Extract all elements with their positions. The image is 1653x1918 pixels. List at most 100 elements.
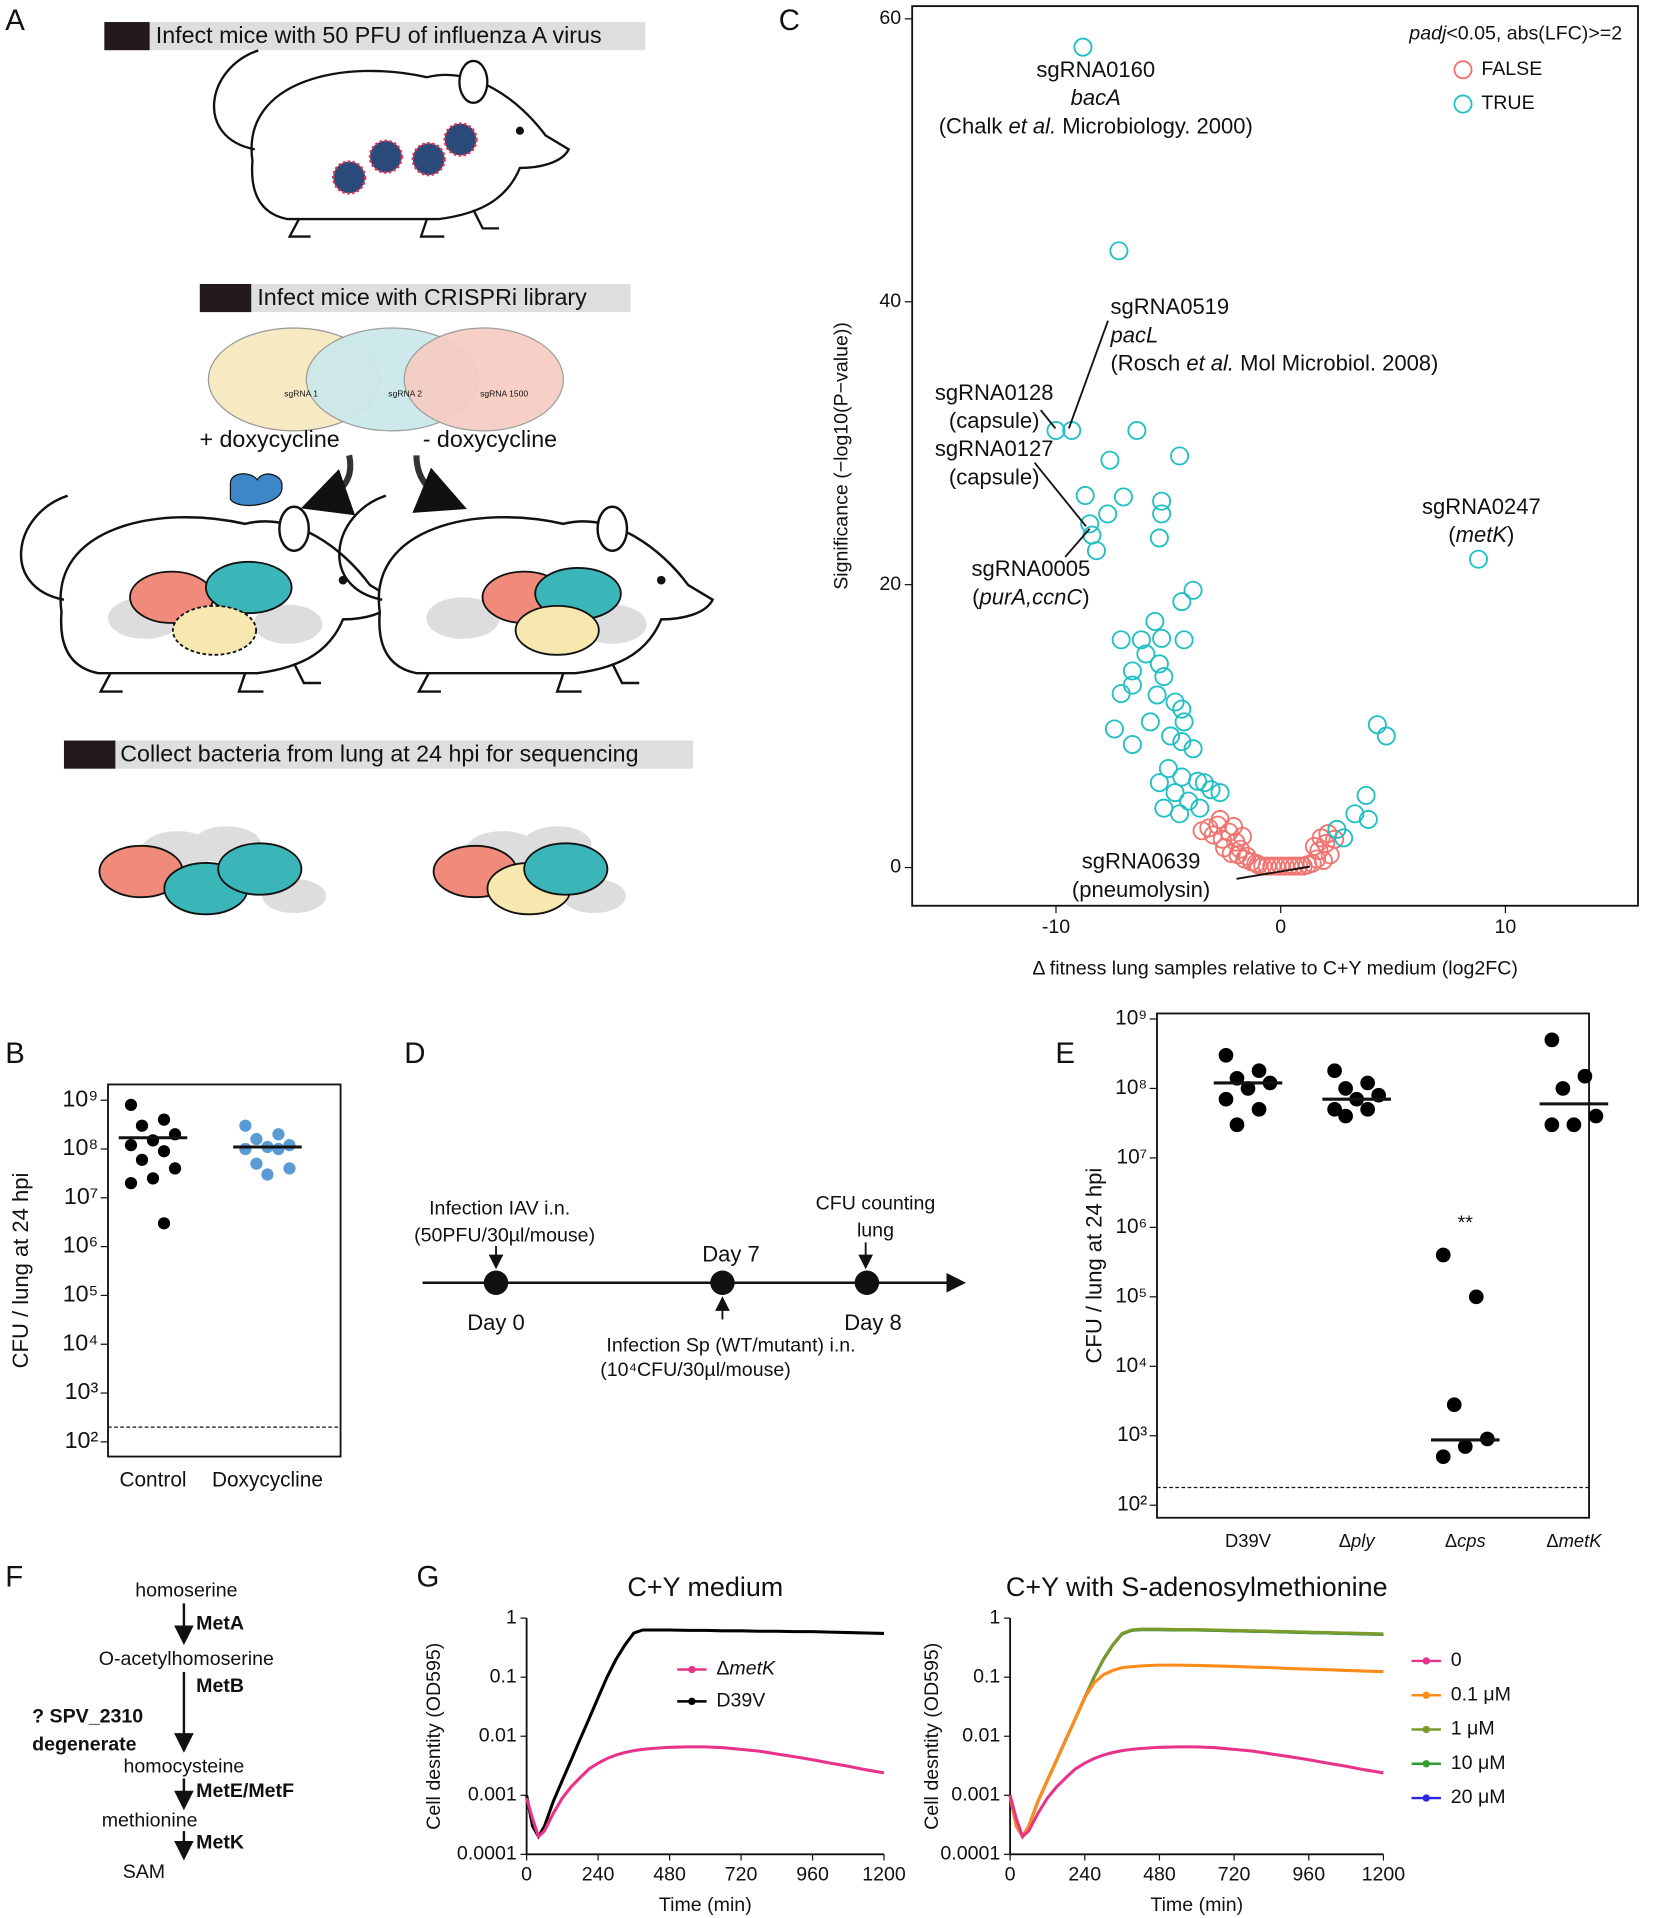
leader-line	[1033, 462, 1087, 527]
y-tick-label: 10⁴	[1115, 1354, 1147, 1377]
text-part: )	[1507, 522, 1514, 547]
text-part: (Chalk	[939, 113, 1009, 138]
point	[1233, 826, 1252, 846]
point	[250, 1132, 263, 1146]
x-tick-label: 0	[1005, 1863, 1016, 1885]
x-tick-label: ΔmetK	[1546, 1530, 1602, 1551]
point	[1435, 1247, 1451, 1263]
point	[168, 1162, 182, 1175]
text-part: Δ	[1339, 1530, 1351, 1551]
step-text: Infect mice with CRISPRi library	[257, 284, 587, 310]
legend-marker	[1422, 1657, 1430, 1665]
point	[1111, 630, 1131, 650]
point	[1104, 719, 1124, 739]
plot-frame	[911, 5, 1639, 907]
y-tick-label: 0.1	[490, 1665, 517, 1687]
point	[1188, 771, 1208, 791]
enzyme: MetE/MetF	[196, 1780, 294, 1802]
event: Infection Sp (WT/mutant) i.n.	[606, 1335, 855, 1357]
point	[1224, 817, 1244, 837]
point	[1170, 804, 1190, 824]
point	[283, 1139, 296, 1152]
point	[1468, 549, 1488, 569]
point	[1325, 829, 1345, 849]
y-tick-label: 0.001	[468, 1783, 517, 1805]
point	[1140, 712, 1160, 732]
point	[1219, 822, 1239, 842]
point	[1356, 785, 1376, 805]
point	[1194, 773, 1214, 793]
y-tick-label: 10⁷	[1117, 1145, 1148, 1168]
plasmid-label: sgRNA 1500	[480, 388, 528, 398]
panel-label: E	[1055, 1037, 1075, 1070]
doxycycline	[229, 473, 283, 507]
x-tick-label: Doxycycline	[212, 1469, 323, 1492]
point	[1309, 841, 1329, 861]
text-part: bacA	[1071, 85, 1121, 110]
point	[1147, 685, 1167, 705]
point	[1149, 773, 1169, 793]
point	[1446, 1397, 1462, 1413]
x-tick-label: 0	[521, 1863, 532, 1885]
point	[1075, 486, 1095, 506]
point	[1555, 1081, 1571, 1096]
point	[124, 1176, 138, 1190]
line	[1008, 1663, 1384, 1840]
annotation: (capsule)	[949, 408, 1040, 433]
x-tick-label: Δply	[1339, 1530, 1377, 1551]
y-tick-label: 0.001	[951, 1783, 1000, 1805]
step-text: Collect bacteria from lung at 24 hpi for…	[120, 740, 638, 766]
x-tick-label: 1200	[862, 1863, 906, 1885]
point	[1360, 1075, 1376, 1091]
point	[1154, 667, 1174, 687]
point	[1165, 783, 1185, 803]
text-part: Mol Microbiol. 2008)	[1234, 351, 1438, 376]
y-tick-label: 10⁶	[63, 1232, 98, 1258]
point	[1179, 791, 1199, 811]
point	[1145, 611, 1165, 631]
point	[1577, 1068, 1593, 1084]
point	[1183, 580, 1203, 600]
y-axis-label: Significance (−log10(P−value))	[831, 322, 853, 590]
point	[1435, 1449, 1451, 1465]
panel-d: Infection IAV i.n. (50PFU/30µl/mouse) Da…	[414, 1193, 967, 1381]
point	[1174, 630, 1194, 650]
y-tick-label: 10⁸	[1115, 1076, 1147, 1099]
line	[525, 1628, 885, 1840]
step-text: Infect mice with 50 PFU of influenza A v…	[156, 22, 602, 48]
metabolite: methionine	[102, 1809, 198, 1831]
legend-label: ΔmetK	[716, 1658, 776, 1680]
point	[1251, 1063, 1267, 1079]
y-tick-label: 20	[879, 573, 901, 595]
x-tick-label: Δcps	[1445, 1530, 1486, 1551]
timepoint	[710, 1270, 735, 1295]
line	[1008, 1627, 1384, 1840]
x-axis-label: Δ fitness lung samples relative to C+Y m…	[1032, 958, 1518, 980]
annotation: sgRNA0639	[1082, 849, 1201, 874]
chart-title: C+Y with S-adenosylmethionine	[1006, 1572, 1388, 1602]
x-axis-label: Time (min)	[659, 1894, 752, 1916]
legend-label: TRUE	[1481, 92, 1534, 114]
point	[1062, 420, 1082, 440]
enzyme: ? SPV_2310	[32, 1705, 143, 1727]
day: Day 0	[467, 1310, 525, 1335]
x-tick-label: 1200	[1362, 1863, 1406, 1885]
y-tick-label: 10⁵	[1115, 1284, 1147, 1307]
point	[1313, 851, 1333, 870]
y-tick-label: 0	[890, 856, 901, 878]
y-tick-label: 10⁸	[63, 1134, 99, 1160]
text-part: Microbiology. 2000)	[1056, 113, 1253, 138]
point	[1192, 821, 1212, 841]
y-tick-label: 0.0001	[457, 1843, 517, 1865]
arrow	[300, 454, 356, 516]
point	[1212, 829, 1232, 849]
legend-marker	[1422, 1794, 1430, 1802]
condition: - doxycycline	[423, 426, 557, 452]
plot-frame	[1156, 1012, 1590, 1519]
legend-title: padj<0.05, abs(LFC)>=2	[1408, 22, 1622, 44]
text-part: (	[972, 584, 980, 609]
point	[1152, 628, 1172, 648]
point	[1307, 849, 1327, 869]
y-axis-label: Cell desntity (OD595)	[423, 1643, 445, 1830]
x-tick-label: 720	[1218, 1863, 1251, 1885]
